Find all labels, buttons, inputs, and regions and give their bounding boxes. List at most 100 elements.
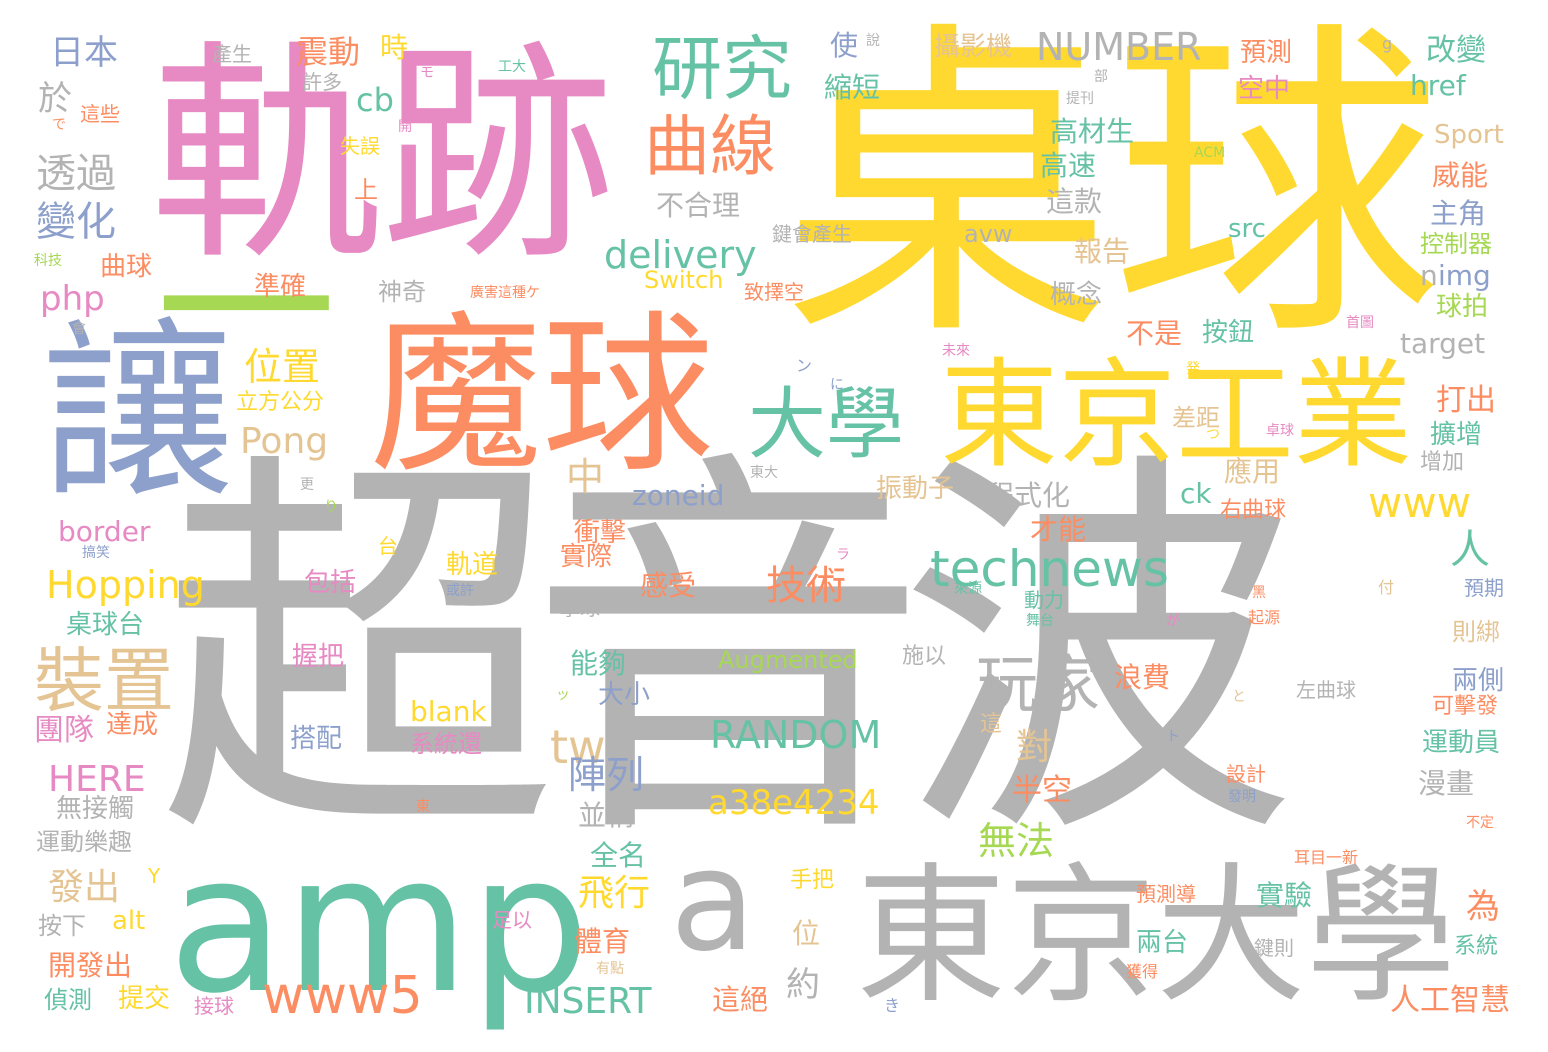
word-chengshihua: 程式化 <box>986 479 1071 512</box>
word-yucedao: 預測導 <box>1136 882 1196 906</box>
word-lifang: 立方公分 <box>236 390 325 415</box>
word-ermu: 耳目一新 <box>1294 848 1359 867</box>
word-dongda: 東大 <box>750 465 778 481</box>
word-kuozeng: 擴增 <box>1430 420 1483 450</box>
word-keji: 科技 <box>34 253 62 269</box>
word-hui: 會 <box>72 321 86 337</box>
word-shiyan: 實驗 <box>1256 879 1313 912</box>
word-zhence: 偵測 <box>44 986 92 1014</box>
word-nenggou: 能夠 <box>570 647 627 680</box>
word-a: a <box>670 820 756 983</box>
word-y: Y <box>148 864 161 888</box>
word-yuce: 預測 <box>1240 38 1293 68</box>
word-jianze: 鍵則 <box>1254 936 1294 960</box>
word-qiyuan: 起源 <box>1248 608 1281 627</box>
word-tai: 台 <box>378 534 398 558</box>
word-zengjia: 增加 <box>1420 450 1465 475</box>
word-dongjing-daxue: 東京大學 <box>856 850 1457 1024</box>
word-liangtai: 兩台 <box>1136 928 1189 958</box>
word-gaicai: 高材生 <box>1050 115 1135 148</box>
word-zhuoqiu2: 卓球 <box>1266 423 1294 439</box>
word-touguo: 透過 <box>36 151 116 197</box>
word-xuduo: 許多 <box>302 70 342 94</box>
word-zhize: 致擇空 <box>744 280 804 304</box>
word-manhua: 漫畫 <box>1418 767 1475 800</box>
word-php: php <box>40 279 105 319</box>
word-pong: Pong <box>240 421 329 462</box>
word-zhexie: 這些 <box>80 102 120 126</box>
word-fu: 付 <box>1378 578 1395 597</box>
word-src: src <box>1228 214 1266 244</box>
word-buding: 不定 <box>1466 815 1494 831</box>
word-number: NUMBER <box>1036 25 1202 69</box>
word-dacheng: 達成 <box>106 710 159 740</box>
word-shiji: 實際 <box>560 542 613 572</box>
word-zoneid: zoneid <box>632 479 725 512</box>
word-gaibian: 改變 <box>1426 33 1486 68</box>
word-delivery: delivery <box>604 233 757 277</box>
word-zhendong: 震動 <box>296 33 361 71</box>
word-dongli: 動力 <box>1024 588 1064 612</box>
word-insert: INSERT <box>524 981 652 1022</box>
word-bansong: 半空 <box>1012 773 1072 808</box>
word-weizhi: 位置 <box>244 345 321 389</box>
word-mo: モ <box>420 65 434 81</box>
word-geng: 更 <box>300 477 314 493</box>
word-to: と <box>1232 689 1246 705</box>
word-weilai: 未來 <box>942 343 970 359</box>
word-suoduan: 縮短 <box>824 71 881 104</box>
word-here: HERE <box>48 759 146 800</box>
word-jieqiu: 接球 <box>194 994 234 1018</box>
word-amp: amp <box>168 814 591 1035</box>
word-border: border <box>58 515 151 548</box>
word-zhujiao: 主角 <box>1430 197 1487 230</box>
word-tsu: ッ <box>556 687 570 703</box>
word-www5: www5 <box>262 966 423 1026</box>
word-feixing: 飛行 <box>578 873 651 914</box>
word-zhejue: 這絕 <box>712 983 769 1016</box>
word-chaoyinbo: 超音波 <box>158 422 1298 887</box>
word-de: で <box>52 117 66 133</box>
word-tiyu: 體育 <box>574 925 631 958</box>
word-zhenlie: 陣列 <box>568 753 645 797</box>
word-n2: ン <box>796 356 813 375</box>
word-yu: 於 <box>38 79 72 119</box>
word-wufa: 無法 <box>978 819 1055 863</box>
word-tsu2: つ <box>1206 427 1220 443</box>
word-anniu: 按鈕 <box>1202 318 1255 348</box>
word-quqiu: 曲球 <box>100 252 153 282</box>
word-weineng: 威能 <box>1432 159 1489 192</box>
word-avw: avw <box>964 220 1013 248</box>
word-ck: ck <box>1180 477 1212 510</box>
word-tijiao: 提交 <box>118 984 171 1014</box>
word-n: n <box>1420 259 1438 292</box>
word-quxian: 曲線 <box>644 108 776 185</box>
word-rang: 讓 <box>42 302 234 525</box>
word-kai: 開 <box>398 119 412 135</box>
word-xitonghuan: 系統還 <box>410 730 482 758</box>
word-dong: 東 <box>416 799 430 815</box>
word-rengong: 人工智慧 <box>1390 983 1510 1018</box>
word-guidao: 軌道 <box>446 550 499 580</box>
word-yundongyuan: 運動員 <box>1422 728 1501 758</box>
word-chongji: 衝擊 <box>574 518 627 548</box>
word-huode: 獲得 <box>1126 962 1159 981</box>
word-baokuo: 包括 <box>304 568 357 598</box>
word-chaju: 差距 <box>1172 404 1220 432</box>
word-zhuangzhi: 裝置 <box>34 640 174 722</box>
word-ri: り <box>324 499 338 515</box>
word-shenqi: 神奇 <box>378 278 426 306</box>
word-chansheng: 產生 <box>212 42 252 66</box>
word-yanjiu: 研究 <box>652 28 792 110</box>
word-quanming: 全名 <box>590 839 647 872</box>
word-liangce: 兩側 <box>1452 666 1505 696</box>
word-gaoxiao: 搞笑 <box>82 545 110 561</box>
word-ki: き <box>884 996 901 1015</box>
word-bianhua: 變化 <box>36 199 116 245</box>
word-ren: 人 <box>1450 527 1490 573</box>
word-a38e: a38e4234 <box>708 783 880 823</box>
word-zhekuan: 這款 <box>1046 185 1103 218</box>
word-daxue: 大學 <box>748 380 905 470</box>
word-bushi: 不是 <box>1126 317 1183 350</box>
